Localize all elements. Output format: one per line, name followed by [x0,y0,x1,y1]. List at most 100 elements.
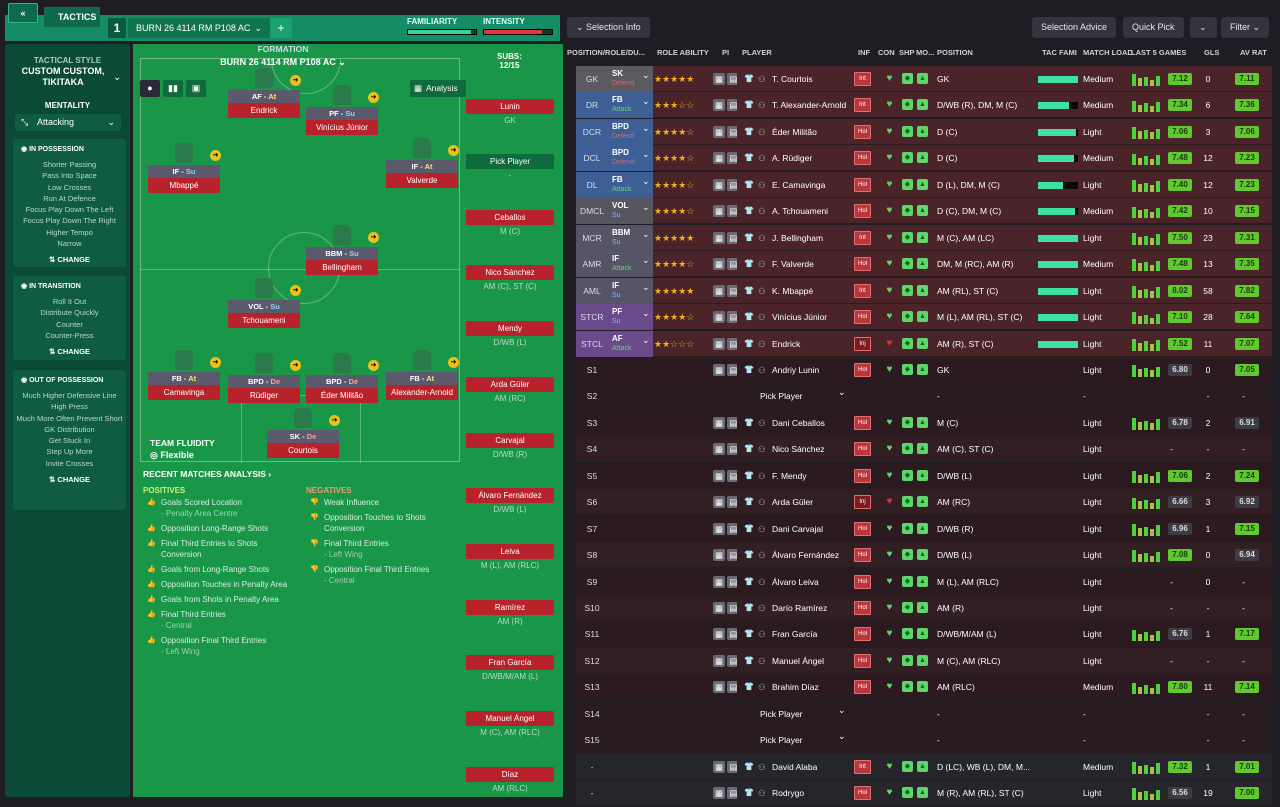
player-role[interactable]: IF - Su [148,165,220,178]
sub-name[interactable]: Lunin [466,99,554,114]
table-row[interactable]: S14 Pick Player ⌄ - - - - [576,700,1272,727]
filter-button[interactable]: Filter ⌄ [1221,17,1270,38]
player-instructions-icon[interactable]: ▦ ▤ [713,66,737,92]
chevron-down-icon[interactable]: ⌄ [838,731,846,742]
chevron-down-icon[interactable]: ⌄ [642,281,650,292]
player-name[interactable]: Manuel Ángel [772,655,824,666]
table-row[interactable]: DCL BPD Defend ⌄ ★★★★☆ ▦ ▤ 👕 ⚇ A. Rüdiger Hol ♥ ◆ ▲ D… [576,145,1272,172]
player-instructions-icon[interactable]: ▦ ▤ [713,357,737,383]
player-name[interactable]: Pick Player [760,708,803,719]
sub-name[interactable]: Pick Player [466,154,554,169]
sub-name[interactable]: Nico Sánchez [466,265,554,280]
table-row[interactable]: S8 ▦ ▤ 👕 ⚇ Álvaro Fernández Hol ♥ ◆ ▲ D/WB (L) Lig… [576,542,1272,569]
chevron-down-icon[interactable]: ⌄ [113,72,122,83]
player-name[interactable]: F. Mendy [772,470,807,481]
player-instructions-icon[interactable]: ▦ ▤ [713,278,737,304]
analysis-button[interactable]: ▦ Analysis [410,80,466,97]
table-row[interactable]: DR FB Attack ⌄ ★★★☆☆ ▦ ▤ 👕 ⚇ T. Alexander-Arnold… [576,92,1272,119]
table-row[interactable]: S6 ▦ ▤ 👕 ⚇ Arda Güler Inj ♥ ◆ ▲ AM (RC) Light 6.66 3… [576,489,1272,516]
chevron-down-icon[interactable]: ⌄ [838,704,846,715]
column-header[interactable]: TAC FAMI [1042,48,1077,57]
pitch-player[interactable]: AF - At Endrick [228,90,300,118]
pitch-player[interactable]: IF - Su Mbappé [148,165,220,193]
player-name[interactable]: Pick Player [760,391,803,402]
role-cell[interactable]: IF Attack [608,251,653,278]
player-name[interactable]: J. Bellingham [772,232,824,243]
role-cell[interactable]: PF Su [608,304,653,331]
table-row[interactable]: DCR BPD Defend ⌄ ★★★★☆ ▦ ▤ 👕 ⚇ Éder Militão Hol ♥ ◆… [576,118,1272,145]
pitch-player[interactable]: BBM - Su Bellingham [306,247,378,275]
table-row[interactable]: S13 ▦ ▤ 👕 ⚇ Brahim Díaz Hol ♥ ◆ ▲ AM (RLC) Medium 7… [576,674,1272,701]
pitch-player[interactable]: FB - At Camavinga [148,372,220,400]
player-name[interactable]: Pick Player [760,735,803,746]
table-row[interactable]: S3 ▦ ▤ 👕 ⚇ Dani Ceballos Hol ♥ ◆ ▲ M (C) Light 6.78… [576,409,1272,436]
player-role[interactable]: AF - At [228,90,300,103]
player-instructions-icon[interactable]: ▦ ▤ [713,145,737,171]
column-header[interactable]: PI [722,48,730,57]
table-row[interactable]: - ▦ ▤ 👕 ⚇ Rodrygo Hol ♥ ◆ ▲ M (R), AM (RL), ST (C… [576,780,1272,807]
pitch-player[interactable]: IF - At Valverde [386,160,458,188]
sub-name[interactable]: Arda Güler [466,377,554,392]
player-name[interactable]: Dani Ceballos [772,417,825,428]
chevron-down-icon[interactable]: ⌄ [838,387,846,398]
player-name[interactable]: Rüdiger [228,388,300,403]
player-name[interactable]: Tchouameni [228,313,300,328]
player-instructions-icon[interactable]: ▦ ▤ [713,331,737,357]
player-name[interactable]: Nico Sánchez [772,444,825,455]
player-name[interactable]: F. Valverde [772,259,814,270]
sub-name[interactable]: Manuel Ángel [466,711,554,726]
table-row[interactable]: - ▦ ▤ 👕 ⚇ David Alaba Int ♥ ◆ ▲ D (LC), WB (L), D… [576,753,1272,780]
chevron-down-icon[interactable]: ⌄ [642,70,650,80]
player-instructions-icon[interactable]: ▦ ▤ [713,463,737,489]
player-name[interactable]: Courtois [267,443,339,458]
player-name[interactable]: Álvaro Fernández [772,550,840,561]
player-instructions-icon[interactable]: ▦ ▤ [713,92,737,118]
player-role[interactable]: IF - At [386,160,458,173]
quick-pick-dropdown[interactable]: ⌄ [1190,17,1217,38]
chevron-down-icon[interactable]: ⌄ [642,255,650,266]
player-role[interactable]: SK - De [267,430,339,443]
player-name[interactable]: A. Rüdiger [772,153,813,164]
role-cell[interactable]: SK Defend [608,66,653,92]
chevron-down-icon[interactable]: ⌄ [642,122,650,133]
player-name[interactable]: Mbappé [148,178,220,193]
sub-name[interactable]: Díaz [466,767,554,782]
in-transition-change-button[interactable]: ⇅ CHANGE [49,347,90,357]
sub-slot[interactable]: Manuel Ángel M (C), AM (RLC) [466,711,554,737]
chevron-down-icon[interactable]: ⌄ [642,96,650,107]
player-name[interactable]: Brahim Díaz [772,682,819,693]
role-cell[interactable]: BPD Defend [608,118,653,145]
column-header[interactable]: SHP [899,48,915,57]
quick-pick-button[interactable]: Quick Pick [1123,17,1184,38]
sub-slot[interactable]: Pick Player - [466,154,554,180]
player-name[interactable]: Valverde [386,173,458,188]
player-role[interactable]: FB - At [148,372,220,385]
out-of-possession-change-button[interactable]: ⇅ CHANGE [49,475,90,485]
column-header[interactable]: AV RAT [1240,48,1267,57]
table-row[interactable]: GK SK Defend ⌄ ★★★★★ ▦ ▤ 👕 ⚇ T. Courtois Int ♥ ◆ ▲ GK… [576,66,1272,92]
table-row[interactable]: S2 Pick Player ⌄ - - - - [576,383,1272,410]
player-instructions-icon[interactable]: ▦ ▤ [713,542,737,568]
player-instructions-icon[interactable]: ▦ ▤ [713,674,737,700]
role-cell[interactable]: IF Su [608,277,653,304]
player-name[interactable]: Éder Militão [306,388,378,403]
player-name[interactable]: E. Camavinga [772,179,826,190]
tactical-style-value[interactable]: CUSTOM CUSTOM, TIKITAKA [21,66,105,87]
player-instructions-icon[interactable]: ▦ ▤ [713,198,737,224]
player-instructions-icon[interactable]: ▦ ▤ [713,595,737,621]
sub-name[interactable]: Fran García [466,655,554,670]
player-name[interactable]: T. Alexander-Arnold [772,100,847,111]
pitch-player[interactable]: PF - Su Vinícius Júnior [306,107,378,135]
table-row[interactable]: S4 ▦ ▤ 👕 ⚇ Nico Sánchez Hol ♥ ◆ ▲ AM (C), ST (C) L… [576,436,1272,463]
player-name[interactable]: Camavinga [148,385,220,400]
column-header[interactable]: LAST 5 GAMES [1131,48,1187,57]
column-header[interactable]: POSITION [937,48,973,57]
sub-slot[interactable]: Leiva M (L), AM (RLC) [466,544,554,570]
table-row[interactable]: S9 ▦ ▤ 👕 ⚇ Álvaro Leiva Hol ♥ ◆ ▲ M (L), AM (RLC)… [576,568,1272,595]
sub-slot[interactable]: Ramírez AM (R) [466,600,554,626]
in-possession-change-button[interactable]: ⇅ CHANGE [49,255,90,265]
chevron-down-icon[interactable]: ⌄ [642,228,650,239]
chevron-down-icon[interactable]: ⌄ [642,175,650,186]
sub-name[interactable]: Carvajal [466,433,554,448]
player-name[interactable]: Endrick [228,103,300,118]
